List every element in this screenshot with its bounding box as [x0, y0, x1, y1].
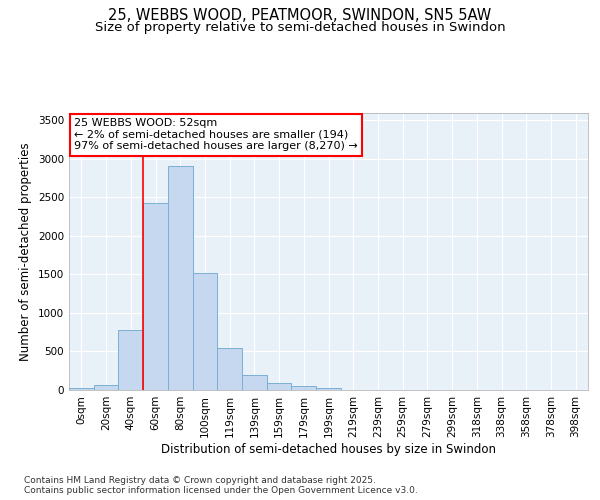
- Text: 25, WEBBS WOOD, PEATMOOR, SWINDON, SN5 5AW: 25, WEBBS WOOD, PEATMOOR, SWINDON, SN5 5…: [109, 8, 491, 22]
- Bar: [118, 330, 143, 390]
- Bar: [193, 273, 217, 390]
- Bar: [242, 374, 267, 390]
- Text: Contains HM Land Registry data © Crown copyright and database right 2025.
Contai: Contains HM Land Registry data © Crown c…: [24, 476, 418, 495]
- Text: Size of property relative to semi-detached houses in Swindon: Size of property relative to semi-detach…: [95, 21, 505, 34]
- Bar: [69, 388, 94, 390]
- Bar: [292, 386, 316, 390]
- Bar: [94, 386, 118, 390]
- Bar: [267, 383, 292, 390]
- Bar: [168, 166, 193, 390]
- Bar: [217, 348, 242, 390]
- X-axis label: Distribution of semi-detached houses by size in Swindon: Distribution of semi-detached houses by …: [161, 442, 496, 456]
- Bar: [143, 204, 168, 390]
- Y-axis label: Number of semi-detached properties: Number of semi-detached properties: [19, 142, 32, 360]
- Bar: [316, 388, 341, 390]
- Text: 25 WEBBS WOOD: 52sqm
← 2% of semi-detached houses are smaller (194)
97% of semi-: 25 WEBBS WOOD: 52sqm ← 2% of semi-detach…: [74, 118, 358, 151]
